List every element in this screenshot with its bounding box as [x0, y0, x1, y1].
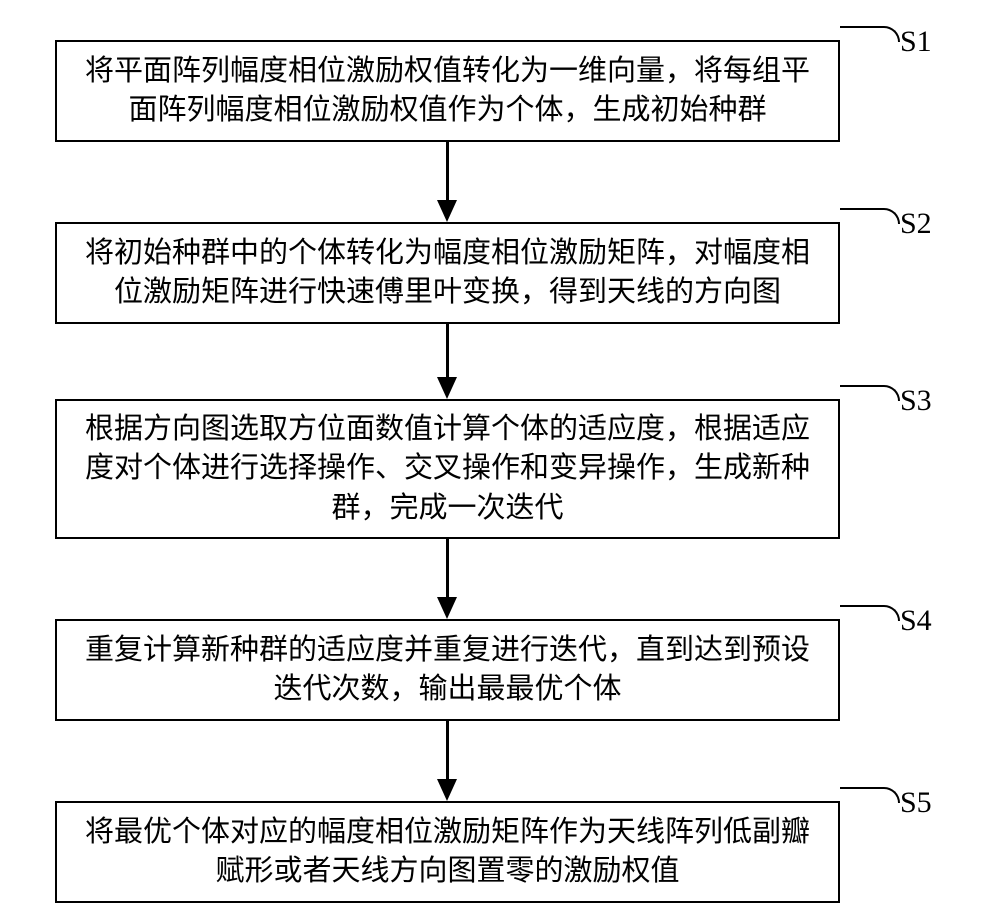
- arrow-line-s1-s2: [446, 142, 449, 200]
- step-label-s1: S1: [900, 25, 932, 59]
- arrow-head-s2-s3: [437, 377, 457, 399]
- step-box-s2: 将初始种群中的个体转化为幅度相位激励矩阵，对幅度相位激励矩阵进行快速傅里叶变换，…: [55, 222, 840, 324]
- label-connector-s2: [840, 208, 900, 224]
- step-text-s4: 重复计算新种群的适应度并重复进行迭代，直到达到预设迭代次数，输出最最优个体: [77, 631, 818, 709]
- arrow-line-s4-s5: [446, 721, 449, 779]
- step-text-s2: 将初始种群中的个体转化为幅度相位激励矩阵，对幅度相位激励矩阵进行快速傅里叶变换，…: [77, 234, 818, 312]
- arrow-head-s4-s5: [437, 779, 457, 801]
- step-label-s4: S4: [900, 604, 932, 638]
- step-box-s4: 重复计算新种群的适应度并重复进行迭代，直到达到预设迭代次数，输出最最优个体: [55, 619, 840, 721]
- flowchart-canvas: 将平面阵列幅度相位激励权值转化为一维向量，将每组平面阵列幅度相位激励权值作为个体…: [0, 0, 1000, 922]
- label-connector-s1: [840, 26, 900, 42]
- label-connector-s4: [840, 605, 900, 621]
- step-text-s5: 将最优个体对应的幅度相位激励矩阵作为天线阵列低副瓣赋形或者天线方向图置零的激励权…: [77, 813, 818, 891]
- step-text-s3: 根据方向图选取方位面数值计算个体的适应度，根据适应度对个体进行选择操作、交叉操作…: [77, 410, 818, 527]
- step-box-s3: 根据方向图选取方位面数值计算个体的适应度，根据适应度对个体进行选择操作、交叉操作…: [55, 399, 840, 539]
- step-label-s5: S5: [900, 786, 932, 820]
- arrow-head-s3-s4: [437, 597, 457, 619]
- step-label-s3: S3: [900, 384, 932, 418]
- arrow-line-s2-s3: [446, 324, 449, 377]
- arrow-line-s3-s4: [446, 539, 449, 597]
- step-box-s5: 将最优个体对应的幅度相位激励矩阵作为天线阵列低副瓣赋形或者天线方向图置零的激励权…: [55, 801, 840, 903]
- label-connector-s3: [840, 385, 900, 401]
- label-connector-s5: [840, 787, 900, 803]
- arrow-head-s1-s2: [437, 200, 457, 222]
- step-label-s2: S2: [900, 207, 932, 241]
- step-text-s1: 将平面阵列幅度相位激励权值转化为一维向量，将每组平面阵列幅度相位激励权值作为个体…: [77, 52, 818, 130]
- step-box-s1: 将平面阵列幅度相位激励权值转化为一维向量，将每组平面阵列幅度相位激励权值作为个体…: [55, 40, 840, 142]
